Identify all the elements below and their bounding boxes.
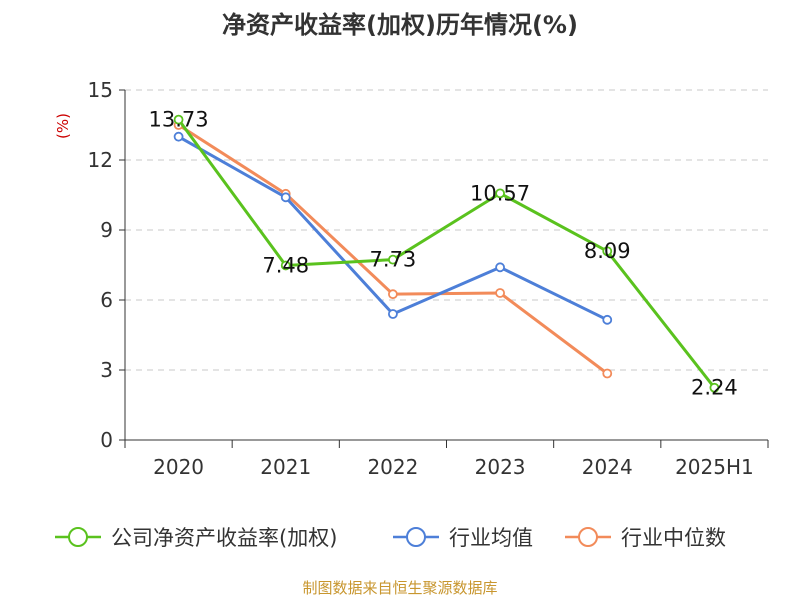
data-point[interactable] [173,131,184,142]
data-point[interactable] [495,288,505,298]
legend-marker-icon [406,527,426,547]
x-tick-label: 2025H1 [675,455,754,479]
y-tick-label: 9 [100,218,113,242]
legend-label: 行业均值 [449,526,533,550]
data-label: 7.73 [370,248,417,272]
legend-marker-icon [578,527,598,547]
data-point[interactable] [280,260,291,271]
data-point[interactable] [280,192,291,203]
legend-label: 公司净资产收益率(加权) [111,526,337,550]
legend-marker-icon [68,527,88,547]
x-tick-label: 2023 [475,455,526,479]
data-point[interactable] [388,254,398,265]
series-0 [173,114,720,393]
axes: 0 3 6 9 12 15 2020 2021 2022 2023 2024 2025H1 [88,78,769,479]
legend-item-1[interactable]: 行业均值 [393,526,533,550]
y-tick-label: 0 [100,428,113,452]
data-point[interactable] [602,314,613,325]
x-tick-label: 2022 [367,455,418,479]
data-point[interactable] [388,309,398,319]
y-axis-unit: (%) [54,113,72,139]
data-point[interactable] [709,382,720,393]
data-label: 10.57 [470,181,530,205]
data-point[interactable] [602,368,613,379]
data-point[interactable] [602,246,613,257]
series-1 [173,131,613,325]
legend[interactable]: 公司净资产收益率(加权) 行业均值 行业中位数 [55,526,726,550]
source-note: 制图数据来自恒生聚源数据库 [302,579,497,597]
series-line [177,118,716,389]
y-tick-label: 15 [88,78,113,102]
x-tick-label: 2024 [582,455,633,479]
data-point[interactable] [173,114,184,125]
x-tick-label: 2020 [153,455,204,479]
legend-label: 行业中位数 [621,526,726,550]
legend-item-0[interactable]: 公司净资产收益率(加权) [55,526,337,550]
grid [125,89,768,371]
data-point[interactable] [388,289,398,300]
data-label: 2.24 [691,376,738,400]
data-label: 13.73 [149,108,209,132]
chart-title: 净资产收益率(加权)历年情况(%) [222,11,578,39]
data-labels: 13.73 7.48 7.73 10.57 8.09 2.24 [149,108,738,400]
data-label: 7.48 [262,253,309,277]
legend-item-2[interactable]: 行业中位数 [565,526,726,550]
y-tick-label: 12 [88,148,113,172]
x-tick-label: 2021 [260,455,311,479]
data-point[interactable] [495,188,505,199]
y-tick-label: 6 [100,288,113,312]
data-label: 8.09 [584,239,631,263]
data-point[interactable] [495,262,505,273]
series [173,114,720,393]
y-tick-label: 3 [100,358,113,382]
